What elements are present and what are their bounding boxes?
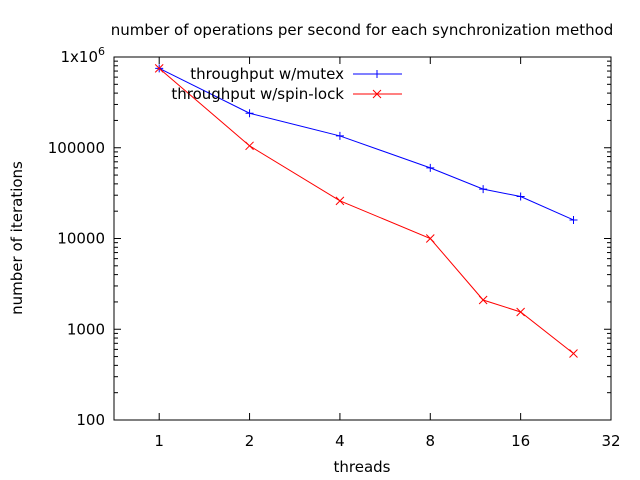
data-point-mutex <box>335 131 344 140</box>
legend-marker-mutex <box>373 70 381 78</box>
x-tick-label: 1 <box>154 432 164 450</box>
data-point-spin-lock <box>516 307 525 317</box>
data-point-spin-lock <box>245 141 254 151</box>
data-point-spin-lock <box>478 295 488 305</box>
x-tick-label: 8 <box>426 432 436 450</box>
axis-ticks: 1 2 4 8 16 32 100 1000 10000 100000 1x106 <box>48 45 621 450</box>
data-point-spin-lock <box>335 196 345 206</box>
data-point-spin-lock <box>154 63 164 73</box>
data-point-mutex <box>569 215 578 224</box>
y-tick-exponent: 6 <box>98 45 105 58</box>
y-tick-label: 100000 <box>48 139 105 157</box>
plot-frame <box>113 56 612 421</box>
x-tick-label: 4 <box>335 432 345 450</box>
legend: throughput w/mutex throughput w/spin-lock <box>171 65 402 103</box>
x-tick-label: 16 <box>511 432 530 450</box>
legend-label-mutex: throughput w/mutex <box>190 65 344 83</box>
data-point-mutex <box>245 109 254 118</box>
y-tick-label: 100 <box>76 411 105 429</box>
y-tick-label: 10000 <box>57 230 105 248</box>
y-tick-label: 1x106 <box>60 45 105 66</box>
series-spin-lock <box>154 63 578 358</box>
chart-title: number of operations per second for each… <box>111 21 614 39</box>
data-point-spin-lock <box>425 234 435 243</box>
x-tick-label: 2 <box>245 432 255 450</box>
x-axis-label: threads <box>334 458 391 476</box>
data-point-mutex <box>516 192 525 201</box>
data-point-mutex <box>426 163 435 172</box>
series-layer <box>154 63 578 358</box>
y-axis-label: number of iterations <box>8 161 26 315</box>
series-line-spin-lock <box>158 67 574 354</box>
data-point-spin-lock <box>569 349 578 358</box>
data-point-mutex <box>479 185 488 194</box>
legend-marker-spin-lock <box>372 89 382 99</box>
y-tick-label: 1000 <box>67 320 105 338</box>
legend-label-spin-lock: throughput w/spin-lock <box>171 85 344 103</box>
x-tick-label: 32 <box>601 432 620 450</box>
